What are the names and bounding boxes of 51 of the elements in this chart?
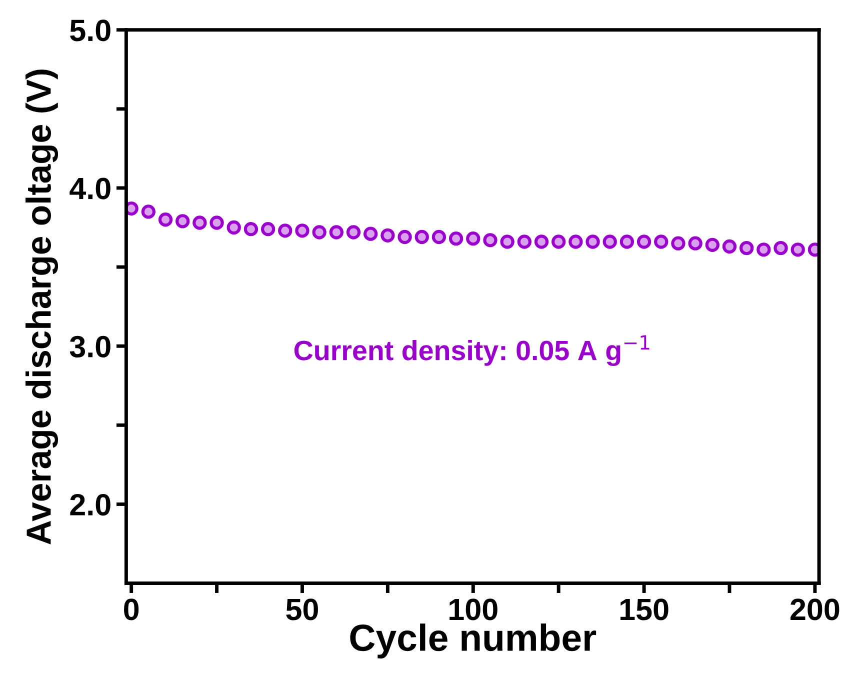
- point: [774, 240, 788, 256]
- point: [448, 231, 464, 246]
- point: [790, 242, 805, 257]
- point: [552, 234, 566, 249]
- point: [688, 236, 702, 250]
- point: [636, 234, 652, 249]
- point: [586, 234, 600, 249]
- point: [432, 230, 446, 244]
- point: [722, 239, 737, 254]
- x-tick-label: 150: [620, 598, 668, 620]
- y-tick-label: 3.0: [70, 336, 110, 358]
- point: [517, 234, 532, 249]
- y-tick-label: 2.0: [70, 494, 110, 516]
- y-axis-title: Average discharge oltage (V): [26, 70, 58, 544]
- point: [141, 204, 156, 219]
- point: [295, 224, 310, 238]
- point: [483, 233, 498, 248]
- point: [176, 214, 190, 228]
- point: [346, 225, 361, 240]
- x-axis-title: Cycle number: [350, 624, 596, 659]
- point: [740, 240, 754, 256]
- point: [260, 222, 276, 236]
- point: [414, 230, 429, 244]
- point: [500, 234, 514, 249]
- point: [568, 234, 583, 249]
- point: [620, 234, 634, 249]
- annotation: Current density: 0.05 A g$^{−1}$: [294, 335, 650, 366]
- x-tick-label: 50: [286, 598, 318, 620]
- point: [192, 216, 207, 230]
- x-tick-label: 200: [790, 598, 840, 620]
- point: [671, 236, 686, 250]
- x-tick-label: 0: [124, 598, 139, 620]
- point: [380, 228, 395, 243]
- point: [534, 234, 549, 249]
- y-tick-label: 4.0: [70, 178, 110, 200]
- point: [210, 216, 224, 230]
- point: [756, 242, 771, 257]
- point: [602, 234, 617, 249]
- point: [278, 224, 292, 238]
- point: [705, 238, 720, 252]
- point: [226, 220, 241, 235]
- point: [654, 234, 668, 249]
- point: [466, 231, 480, 246]
- point: [158, 212, 173, 227]
- point: [312, 225, 326, 240]
- point: [398, 230, 412, 244]
- point: [329, 225, 344, 240]
- point: [364, 226, 378, 241]
- point: [244, 222, 258, 236]
- y-tick-label: 5.0: [70, 20, 110, 42]
- x-tick-label: 100: [450, 598, 498, 620]
